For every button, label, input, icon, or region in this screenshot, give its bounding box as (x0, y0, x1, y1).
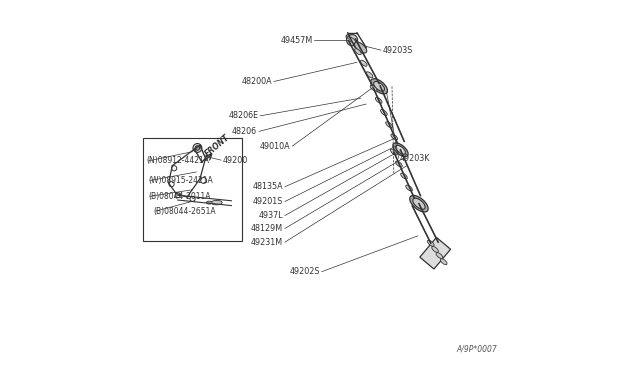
Bar (420, 237, 451, 269)
Ellipse shape (396, 161, 403, 167)
Ellipse shape (370, 85, 377, 91)
Circle shape (201, 177, 207, 183)
Text: (W)08915-2421A: (W)08915-2421A (148, 176, 213, 185)
Ellipse shape (440, 259, 447, 264)
Ellipse shape (381, 110, 387, 115)
Ellipse shape (393, 143, 408, 157)
Text: 4937L: 4937L (259, 211, 283, 220)
Text: 48135A: 48135A (252, 182, 283, 191)
Circle shape (347, 35, 358, 46)
Ellipse shape (401, 173, 407, 179)
Text: 49010A: 49010A (260, 142, 291, 151)
Text: 49203K: 49203K (399, 154, 429, 163)
Ellipse shape (376, 97, 382, 103)
Ellipse shape (391, 134, 397, 140)
Ellipse shape (396, 146, 403, 152)
Text: 48200A: 48200A (241, 77, 272, 86)
Ellipse shape (436, 253, 443, 259)
Ellipse shape (360, 60, 367, 66)
Ellipse shape (396, 145, 405, 154)
Text: 49203S: 49203S (383, 46, 413, 55)
Ellipse shape (413, 198, 425, 209)
Text: FRONT: FRONT (204, 132, 232, 158)
Ellipse shape (372, 83, 379, 89)
Text: 49231M: 49231M (251, 238, 283, 247)
Text: 49201S: 49201S (253, 197, 283, 206)
Text: 49202S: 49202S (289, 267, 320, 276)
Bar (143, 138, 243, 241)
Circle shape (175, 193, 180, 198)
Circle shape (195, 146, 200, 150)
Circle shape (190, 196, 195, 202)
Ellipse shape (428, 240, 434, 246)
Text: 48206E: 48206E (229, 111, 259, 121)
Ellipse shape (406, 185, 412, 191)
Ellipse shape (207, 201, 212, 204)
Text: (N)08912-4421A: (N)08912-4421A (147, 156, 209, 166)
Text: 49200: 49200 (222, 155, 248, 165)
Text: (B)08044-2011A: (B)08044-2011A (148, 192, 211, 201)
Ellipse shape (366, 72, 373, 78)
Ellipse shape (390, 149, 397, 155)
Ellipse shape (411, 197, 417, 203)
Ellipse shape (211, 201, 222, 205)
Text: A/9P*0007: A/9P*0007 (456, 345, 497, 354)
Text: 49457M: 49457M (280, 36, 312, 45)
Ellipse shape (386, 122, 392, 128)
Ellipse shape (346, 35, 358, 45)
Ellipse shape (355, 49, 361, 55)
Ellipse shape (355, 42, 367, 53)
Circle shape (169, 182, 174, 187)
Text: 48206: 48206 (232, 127, 257, 136)
Ellipse shape (432, 246, 438, 252)
Circle shape (172, 166, 177, 171)
Ellipse shape (349, 37, 355, 43)
Text: 48129M: 48129M (251, 224, 283, 233)
Text: (B)08044-2651A: (B)08044-2651A (154, 206, 216, 216)
Ellipse shape (371, 78, 388, 94)
Circle shape (193, 144, 202, 153)
Ellipse shape (410, 195, 428, 212)
Ellipse shape (374, 81, 385, 91)
